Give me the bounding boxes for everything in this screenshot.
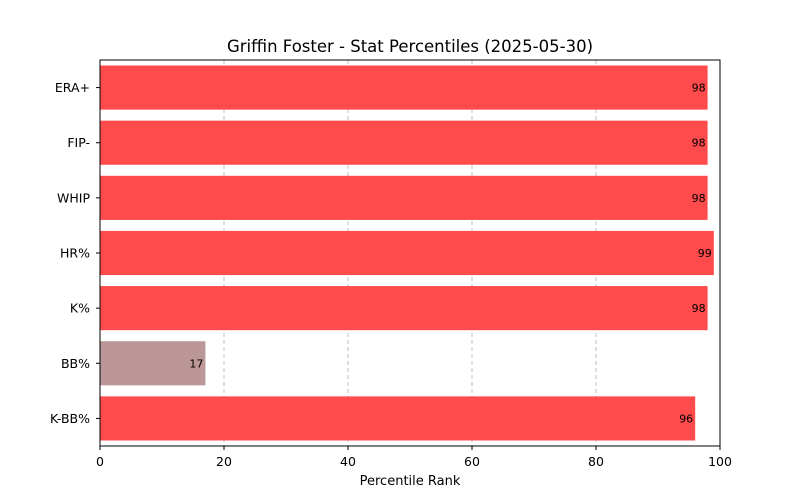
bar-HR% (100, 230, 714, 276)
y-tick-label-K%: K% (70, 301, 90, 316)
data-label-ERA+: 98 (692, 82, 706, 95)
y-tick-label-K-BB%: K-BB% (50, 411, 90, 426)
bar-BB% (100, 341, 206, 386)
bar-K-BB% (100, 396, 696, 441)
data-label-K%: 98 (692, 302, 706, 315)
axes: ERA+ FIP- WHIP HR% K% BB% K-BB% 0 20 40 60 80 100 (50, 59, 732, 469)
bar-ERA+ (100, 65, 708, 110)
plot-frame (99, 59, 721, 447)
x-tick-label: 100 (708, 454, 732, 469)
bar-WHIP (100, 175, 708, 220)
data-label-WHIP: 98 (692, 192, 706, 205)
y-tick-label-FIP-: FIP- (67, 135, 90, 150)
data-label-BB%: 17 (189, 357, 203, 370)
x-tick-label: 80 (588, 454, 604, 469)
y-tick-label-WHIP: WHIP (57, 190, 90, 205)
bar-FIP- (100, 120, 708, 165)
x-tick-label: 0 (96, 454, 104, 469)
bars (100, 65, 714, 441)
bar-K% (100, 286, 708, 331)
y-tick-label-HR%: HR% (60, 246, 90, 261)
data-label-FIP-: 98 (692, 137, 706, 150)
x-tick-label: 60 (464, 454, 480, 469)
data-label-K-BB%: 96 (679, 412, 693, 425)
x-tick-label: 20 (216, 454, 232, 469)
chart-title: Griffin Foster - Stat Percentiles (2025-… (227, 37, 593, 56)
x-tick-label: 40 (340, 454, 356, 469)
x-axis-label: Percentile Rank (360, 474, 461, 489)
data-label-HR%: 99 (698, 247, 712, 260)
data-labels: 98 98 98 99 98 17 96 (189, 82, 711, 426)
y-tick-label-ERA+: ERA+ (55, 80, 90, 95)
y-tick-label-BB%: BB% (61, 356, 90, 371)
